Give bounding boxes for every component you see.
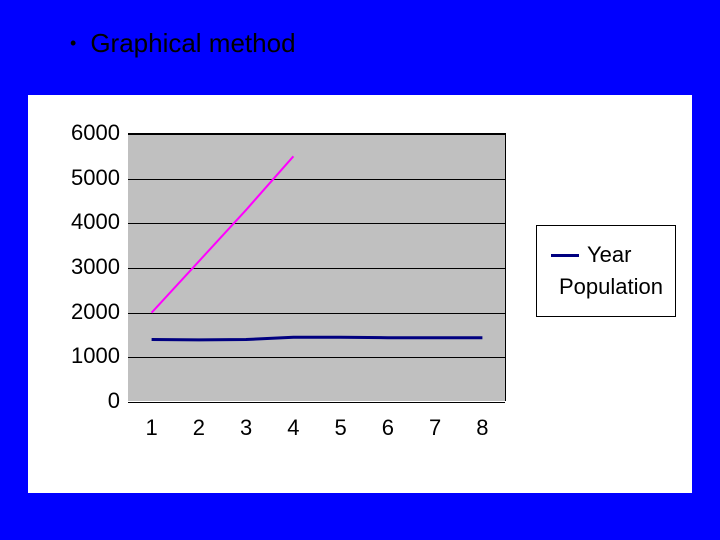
y-axis-tick-label: 6000: [56, 120, 120, 146]
bullet-marker: •: [70, 33, 76, 54]
x-axis-tick-label: 2: [184, 415, 214, 441]
x-axis-tick-label: 6: [373, 415, 403, 441]
y-axis-tick-label: 5000: [56, 165, 120, 191]
bullet-item: • Graphical method: [70, 28, 296, 59]
y-axis-tick-label: 0: [56, 388, 120, 414]
x-axis-tick-label: 1: [137, 415, 167, 441]
y-axis-tick-label: 2000: [56, 299, 120, 325]
x-axis-tick-label: 5: [326, 415, 356, 441]
y-axis-tick-label: 1000: [56, 343, 120, 369]
x-axis-tick-label: 4: [278, 415, 308, 441]
legend-swatch: [551, 254, 579, 257]
y-axis-tick-label: 3000: [56, 254, 120, 280]
chart-container: Year Population 0 1000 2000 3000 4000 5000 6000…: [28, 95, 692, 493]
bullet-text: Graphical method: [90, 28, 295, 59]
gridline-horizontal: [128, 402, 505, 403]
x-axis-tick-label: 7: [420, 415, 450, 441]
chart-plot-area: [128, 133, 506, 401]
legend-label: Year: [587, 242, 631, 268]
legend-label: Population: [559, 274, 663, 300]
y-axis-tick-label: 4000: [56, 209, 120, 235]
legend-item: Year: [551, 242, 661, 268]
series-line: [152, 156, 294, 312]
chart-series-svg: [128, 134, 506, 402]
series-line: [152, 337, 483, 340]
x-axis-tick-label: 8: [467, 415, 497, 441]
slide: • Graphical method Year Population 0 1000 2…: [0, 0, 720, 540]
chart-legend: Year Population: [536, 225, 676, 317]
x-axis-tick-label: 3: [231, 415, 261, 441]
legend-item: Population: [551, 274, 661, 300]
